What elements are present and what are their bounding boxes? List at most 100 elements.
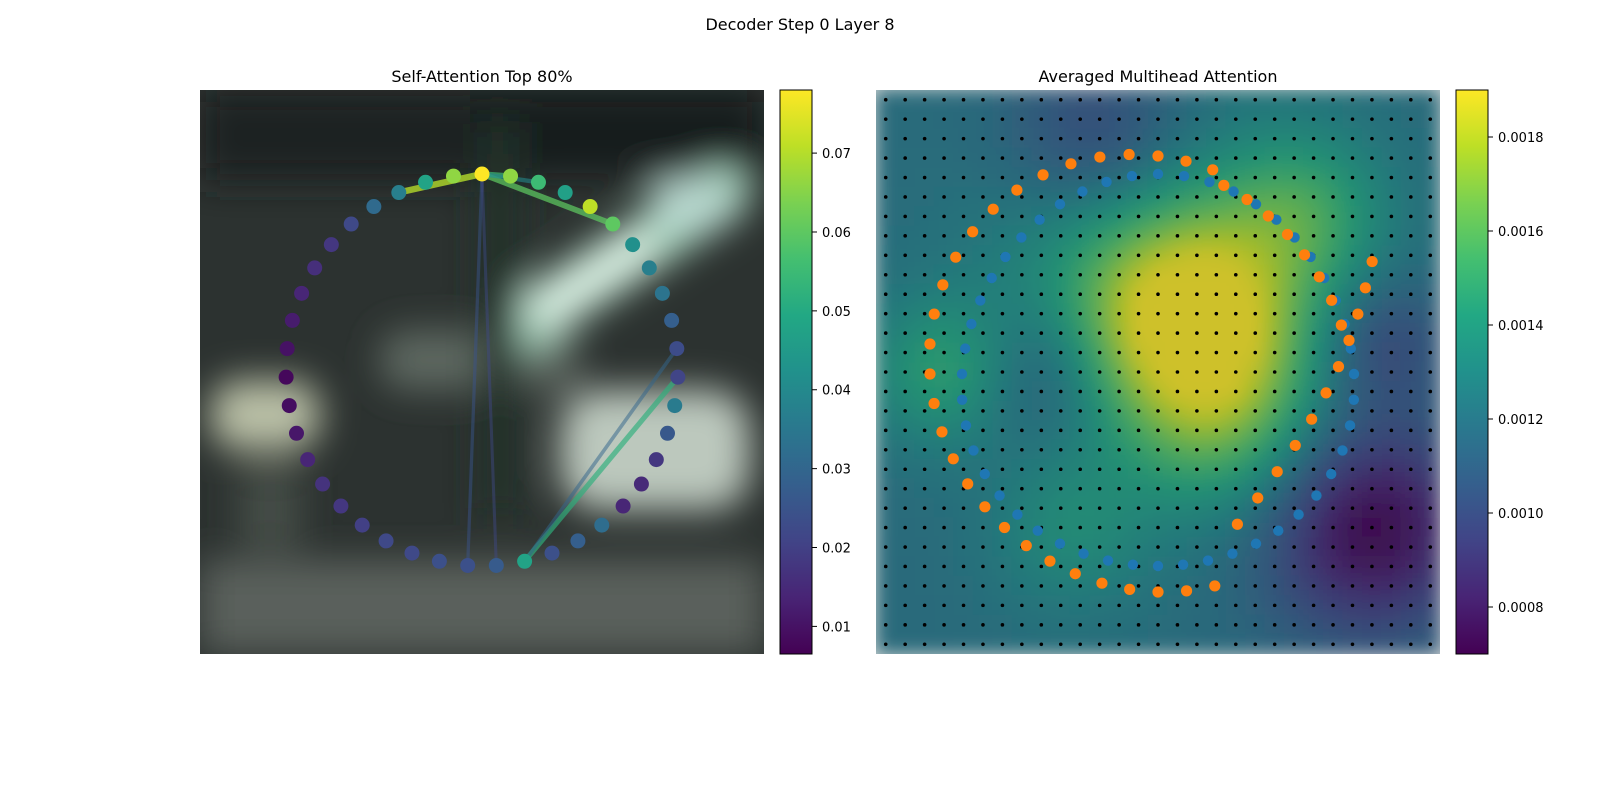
reference-dot	[1117, 253, 1121, 258]
attention-point	[660, 425, 676, 441]
reference-dot	[883, 467, 888, 472]
reference-dot	[1253, 117, 1258, 121]
reference-dot	[1370, 272, 1374, 277]
attention-point	[284, 312, 300, 328]
reference-dot	[922, 545, 927, 549]
reference-dot	[1214, 525, 1219, 530]
reference-dot	[1370, 623, 1374, 627]
orange-series-point	[1152, 586, 1164, 598]
blue-series-point	[979, 468, 990, 480]
reference-dot	[1253, 97, 1258, 102]
reference-dot	[1350, 564, 1355, 569]
reference-dot	[1331, 428, 1335, 433]
reference-dot	[1078, 214, 1083, 219]
reference-dot	[883, 428, 888, 433]
reference-dot	[1350, 117, 1355, 121]
reference-dot	[1175, 175, 1180, 180]
reference-dot	[1233, 545, 1238, 549]
reference-dot	[1311, 370, 1316, 374]
reference-dot	[1117, 156, 1121, 160]
reference-dot	[1311, 331, 1316, 335]
reference-dot	[1292, 253, 1296, 258]
reference-dot	[1136, 467, 1141, 472]
left-colorbar: 0.01 0.02 0.03 0.04 0.05 0.06 0.07	[779, 89, 851, 655]
reference-dot	[1078, 175, 1083, 180]
right-colorbar: 0.0008 0.0010 0.0012 0.0014 0.0016 0.0018	[1455, 89, 1544, 655]
reference-dot	[1000, 389, 1005, 394]
reference-dot	[1292, 195, 1296, 199]
reference-dot	[1000, 136, 1005, 141]
reference-dot	[883, 486, 888, 491]
reference-dot	[1233, 584, 1238, 588]
reference-dot	[961, 175, 966, 180]
reference-dot	[1311, 603, 1316, 608]
reference-dot	[981, 175, 985, 180]
reference-dot	[1214, 214, 1219, 219]
reference-dot	[903, 117, 907, 121]
reference-dot	[942, 623, 946, 627]
reference-dot	[1272, 603, 1277, 608]
reference-dot	[1428, 545, 1433, 549]
reference-dot	[1292, 584, 1296, 588]
reference-dot	[1233, 447, 1238, 452]
reference-dot	[1039, 272, 1044, 277]
reference-dot	[1117, 292, 1121, 297]
reference-dot	[1000, 195, 1005, 199]
reference-dot	[1389, 350, 1394, 355]
reference-dot	[1389, 136, 1394, 141]
reference-dot	[1078, 409, 1083, 413]
reference-dot	[883, 272, 888, 277]
reference-dot	[1000, 623, 1005, 627]
orange-series-point	[1044, 555, 1056, 567]
reference-dot	[1370, 545, 1374, 549]
reference-dot	[1350, 409, 1355, 413]
reference-dot	[1117, 117, 1121, 121]
reference-dot	[1331, 525, 1335, 530]
reference-dot	[1409, 467, 1413, 472]
reference-dot	[942, 409, 946, 413]
reference-dot	[1039, 447, 1044, 452]
attention-point	[664, 312, 680, 328]
reference-dot	[1389, 506, 1394, 510]
reference-dot	[1097, 175, 1102, 180]
reference-dot	[1350, 331, 1355, 335]
reference-dot	[903, 603, 907, 608]
reference-dot	[1331, 486, 1335, 491]
orange-series-point	[1320, 387, 1332, 399]
reference-dot	[961, 311, 966, 316]
reference-dot	[1311, 506, 1316, 510]
reference-dot	[1020, 292, 1024, 297]
reference-dot	[1175, 506, 1180, 510]
reference-dot	[1175, 467, 1180, 472]
reference-dot	[1292, 545, 1296, 549]
reference-dot	[1039, 97, 1044, 102]
self-attention-panel: Self-Attention Top 80%	[200, 67, 851, 655]
reference-dot	[1428, 253, 1433, 258]
reference-dot	[1078, 292, 1083, 297]
attention-point	[418, 174, 434, 190]
reference-dot	[1409, 311, 1413, 316]
reference-dot	[1039, 428, 1044, 433]
reference-dot	[942, 350, 946, 355]
attention-link	[522, 374, 681, 564]
orange-series-point	[937, 279, 949, 291]
orange-series-point	[998, 521, 1011, 534]
reference-dot	[1195, 117, 1199, 121]
reference-dot	[1097, 486, 1102, 491]
reference-dot	[1292, 564, 1296, 569]
colorbar-tick-label: 0.0014	[1498, 319, 1544, 334]
reference-dot	[1058, 331, 1063, 335]
reference-dot	[1253, 292, 1258, 297]
reference-dot	[1136, 175, 1141, 180]
reference-dot	[1117, 642, 1121, 647]
reference-dot	[942, 545, 946, 549]
blue-series-point	[1054, 538, 1066, 549]
reference-dot	[1175, 97, 1180, 102]
orange-series-point	[1065, 158, 1077, 170]
reference-dot	[1097, 350, 1102, 355]
reference-dot	[1428, 234, 1433, 238]
blue-series-point	[1152, 560, 1164, 572]
reference-dot	[1214, 564, 1219, 569]
reference-dot	[922, 428, 927, 433]
attention-link	[466, 172, 484, 568]
